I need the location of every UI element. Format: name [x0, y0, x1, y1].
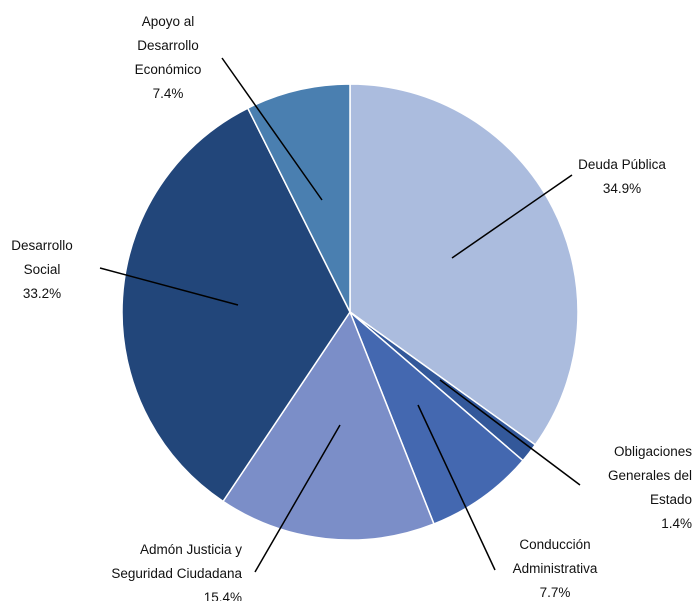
slice-label: Apoyo al Desarrollo Económico 7.4% [124, 10, 212, 106]
category-label: Deuda Pública [578, 157, 666, 172]
pie-slice [246, 83, 351, 313]
category-label: Desarrollo Social [11, 238, 73, 277]
slice-label: Deuda Pública 34.9% [562, 153, 682, 201]
leader-line [451, 174, 573, 259]
leader-line [439, 379, 581, 486]
value-label: 34.9% [602, 181, 642, 196]
category-label: Admón Justicia y Seguridad Ciudadana [111, 542, 242, 581]
value-label: 15.4% [203, 590, 242, 601]
category-label: Obligaciones Generales del Estado [607, 444, 692, 507]
slice-label: Desarrollo Social 33.2% [4, 234, 80, 306]
category-label: Conducción Administrativa [512, 537, 598, 576]
leader-line [254, 424, 341, 573]
leader-line [417, 404, 496, 571]
value-label: 33.2% [22, 286, 62, 301]
pie-slice [221, 310, 435, 541]
pie-slice [349, 83, 579, 446]
slice-label: Conducción Administrativa 7.7% [500, 533, 610, 601]
value-label: 7.7% [539, 585, 571, 600]
value-label: 7.4% [152, 86, 184, 101]
leader-line [221, 57, 323, 201]
category-label: Apoyo al Desarrollo Económico [134, 14, 202, 77]
leader-line [99, 267, 239, 306]
slice-label: Obligaciones Generales del Estado 1.4% [592, 440, 692, 536]
value-label: 1.4% [661, 516, 692, 531]
slice-label: Admón Justicia y Seguridad Ciudadana 15.4… [92, 538, 242, 601]
pie-slice [349, 311, 524, 525]
